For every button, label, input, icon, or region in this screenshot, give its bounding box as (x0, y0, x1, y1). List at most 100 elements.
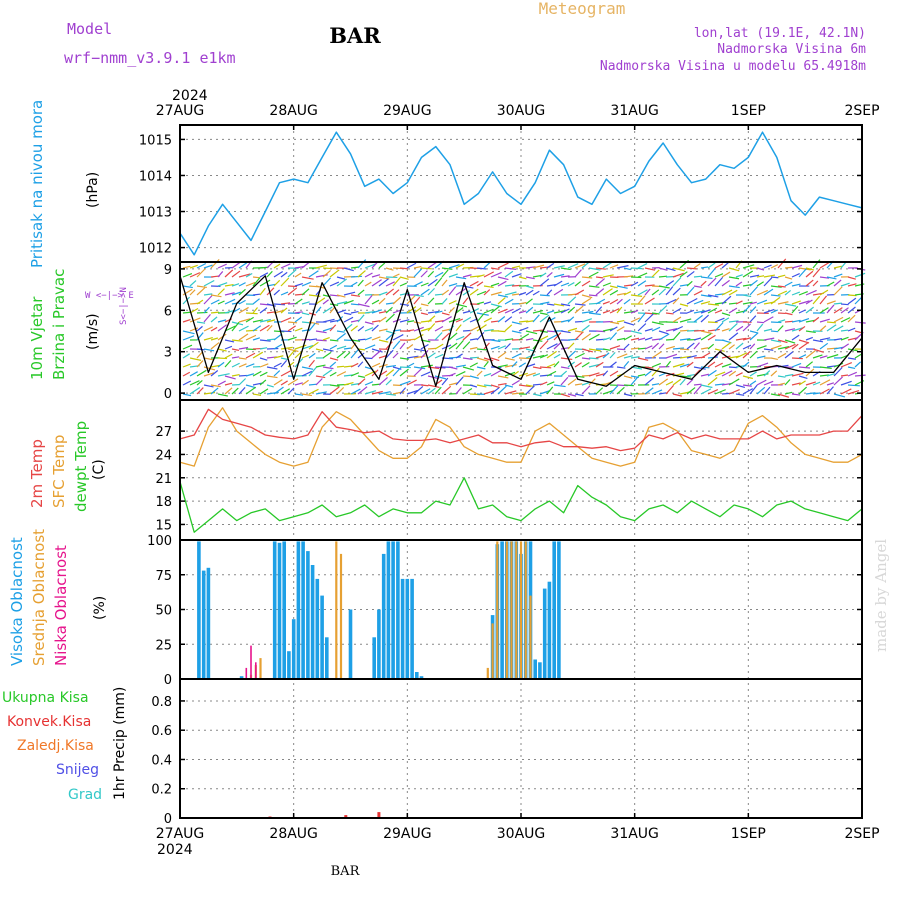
wind-barb (812, 348, 824, 353)
wind-barb (448, 332, 458, 341)
wind-barb (231, 270, 241, 278)
wind-barb (721, 370, 733, 377)
wind-barb (700, 333, 712, 341)
wind-barb (532, 314, 540, 323)
wind-barb (812, 259, 821, 269)
wind-barb (511, 392, 524, 395)
wind-barb (546, 262, 555, 269)
wind-barb (693, 369, 701, 377)
wind-barb (357, 375, 365, 378)
wind-barb (609, 321, 620, 325)
wind-barb (854, 374, 866, 377)
wind-barb (798, 300, 810, 305)
wind-barb (217, 324, 228, 332)
wind-barb (749, 315, 757, 323)
wind-barb (378, 377, 388, 386)
wind-barb (483, 285, 494, 289)
wind-barb (630, 309, 639, 314)
wind-barb (294, 344, 307, 350)
wind-barb (224, 283, 234, 287)
wind-barb (532, 393, 542, 397)
wind-barb (623, 284, 633, 287)
wind-barb (518, 346, 531, 350)
wind-barb (644, 284, 655, 287)
wind-barb (322, 277, 331, 287)
cloud-unit: (%) (92, 596, 108, 620)
wind-barb (238, 318, 251, 323)
wind-barb (693, 342, 700, 350)
wind-barb (259, 318, 271, 323)
wind-barb (665, 280, 675, 287)
wind-barb (595, 354, 607, 359)
wind-barb (196, 348, 205, 351)
temp-series-line (179, 407, 863, 467)
wind-barb (770, 357, 779, 361)
wind-barb (518, 362, 527, 368)
wind-barb (336, 350, 346, 359)
wind-barb (728, 267, 740, 272)
wind-barb (189, 327, 198, 332)
wind-barb (679, 303, 689, 307)
cloud-bar (391, 541, 395, 679)
wind-barb (406, 320, 415, 323)
wind-barb (742, 344, 752, 350)
wind-barb (434, 325, 444, 332)
wind-barb (658, 267, 668, 271)
wind-barb (490, 267, 500, 270)
wind-barb (833, 286, 843, 296)
wind-barb (462, 341, 471, 350)
temp-unit: (C) (91, 459, 107, 480)
wind-barb (364, 263, 376, 269)
wind-barb (378, 316, 387, 323)
wind-barb (637, 263, 648, 269)
wind-barb (791, 306, 799, 314)
wind-barb (238, 387, 246, 395)
wind-barb (336, 278, 347, 287)
wind-barb (336, 345, 347, 350)
wind-barb (518, 357, 530, 360)
wind-barb (329, 386, 340, 395)
wind-barb (581, 348, 594, 353)
wind-barb (756, 321, 765, 324)
wind-barb (455, 288, 467, 296)
y-tick-label: 27 (155, 425, 172, 440)
wind-barb (714, 362, 723, 368)
wind-barb (399, 366, 411, 369)
wind-barb (217, 319, 227, 323)
wind-barb (280, 317, 292, 323)
wind-barb (287, 321, 298, 324)
wind-barb (196, 369, 207, 377)
wind-barb (462, 388, 473, 395)
wind-barb (238, 357, 247, 360)
wind-barb (497, 294, 509, 298)
wind-barb (434, 277, 443, 287)
wind-barb (546, 271, 553, 278)
wind-barb (210, 384, 221, 388)
wind-barb (434, 271, 444, 278)
wind-barb (441, 267, 453, 270)
wind-barb (525, 353, 535, 359)
wind-barb (609, 345, 621, 350)
wind-barb (490, 384, 500, 389)
wind-barb (182, 296, 190, 305)
wind-barb (280, 380, 288, 386)
wind-barb (504, 284, 515, 287)
wind-barb (406, 344, 414, 350)
wind-barb (343, 299, 354, 305)
wind-barb (595, 330, 606, 333)
wind-barb (798, 386, 808, 395)
wind-barb (588, 357, 599, 360)
cloud-bar (396, 541, 400, 679)
wind-barb (791, 264, 803, 269)
cloud-bar (197, 541, 201, 679)
wind-barb (721, 271, 731, 278)
wind-barb (826, 354, 839, 359)
wind-barb (756, 267, 765, 271)
wind-barb (595, 278, 605, 287)
wind-barb (602, 370, 609, 377)
wind-barb (203, 314, 211, 323)
wind-barb (511, 273, 522, 278)
wind-barb (560, 347, 570, 350)
wind-barb (742, 304, 751, 314)
wind-barb (777, 339, 788, 344)
